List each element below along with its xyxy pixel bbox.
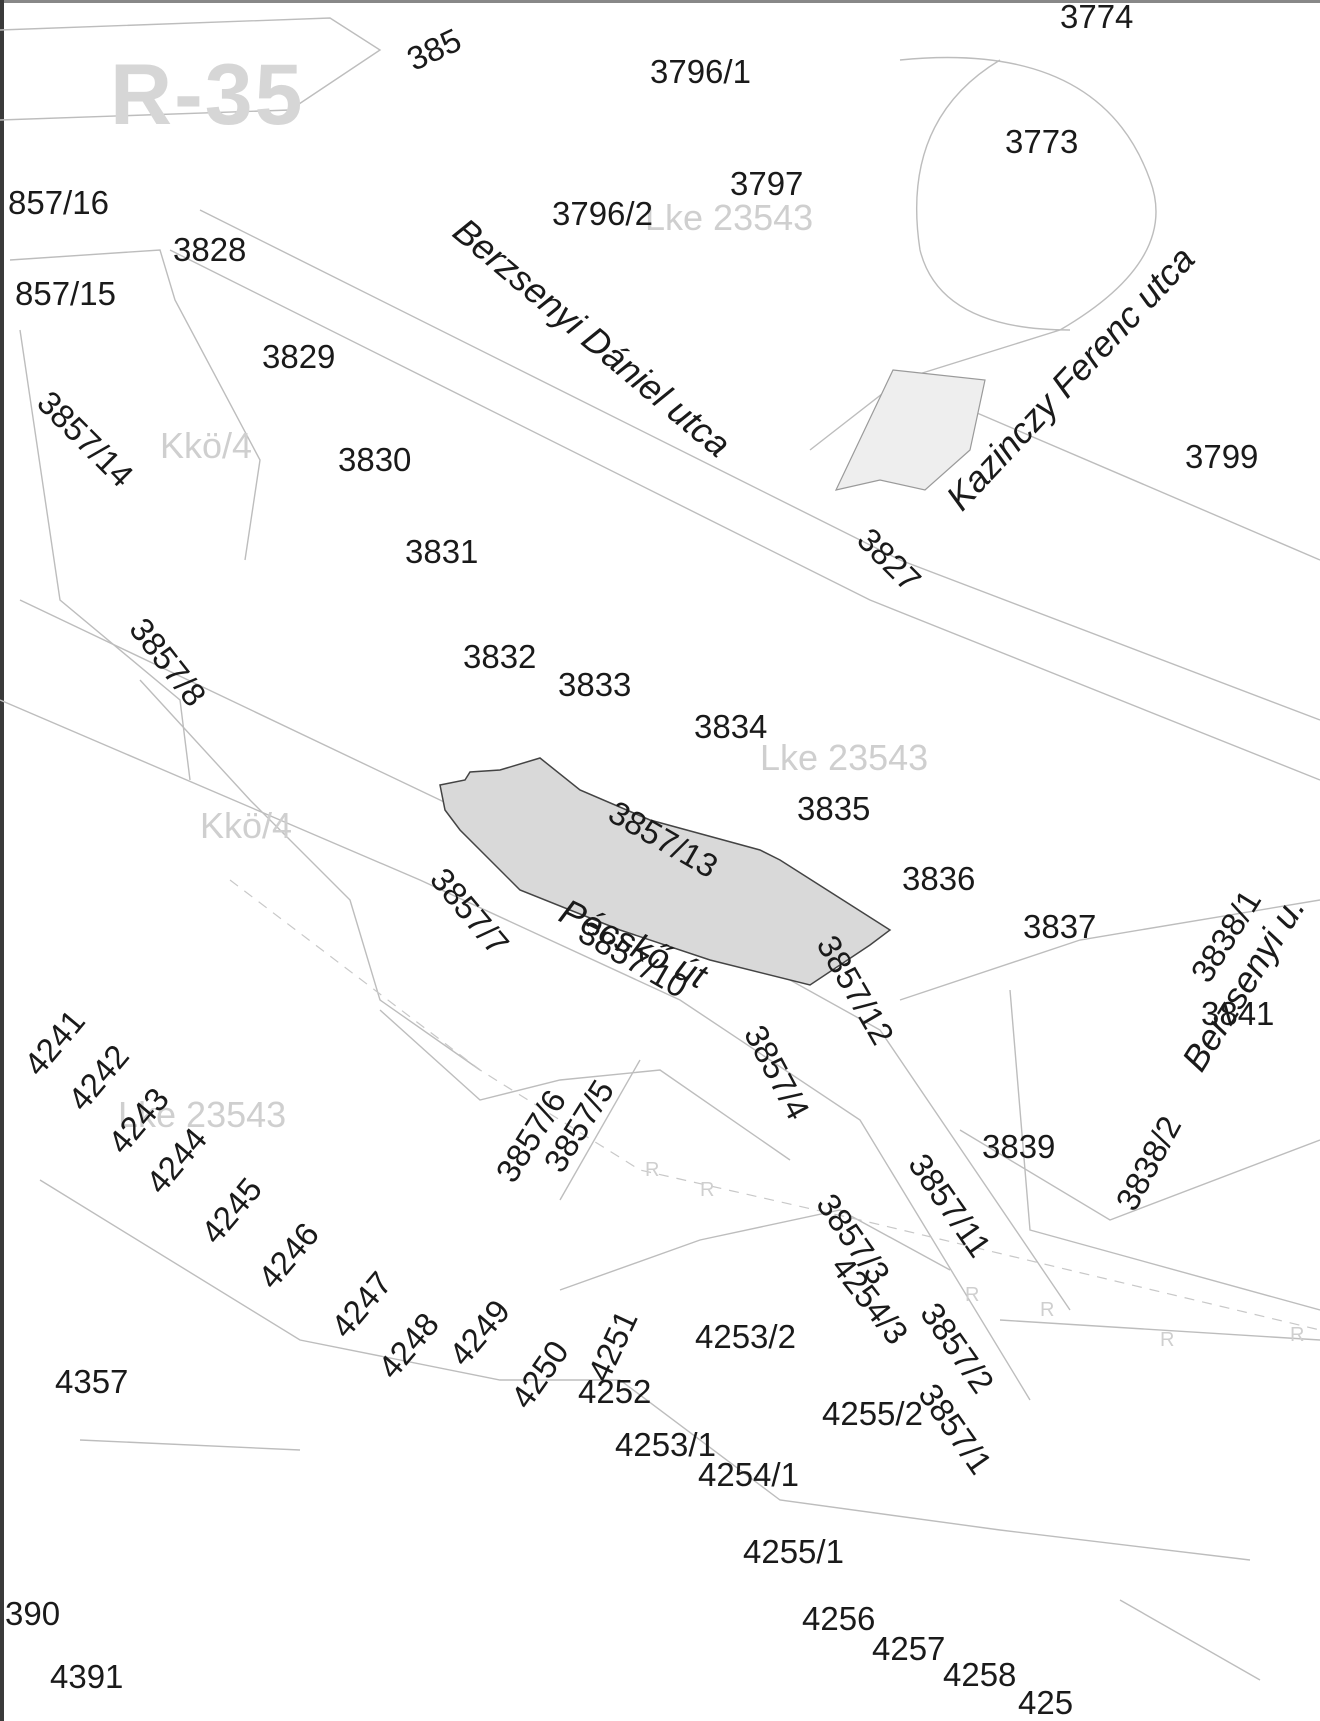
left-border (0, 0, 4, 1721)
parcel-number: 4391 (50, 1658, 124, 1695)
parcel-number: 3839 (982, 1128, 1056, 1165)
parcel-number: 3835 (797, 790, 871, 827)
parcel-number: 4256 (802, 1600, 876, 1637)
parcel-number: 3834 (694, 708, 768, 745)
parcel-number: 4254/1 (698, 1456, 799, 1493)
parcel-number: 4257 (872, 1630, 946, 1667)
parcel-number: 3799 (1185, 438, 1259, 475)
parcel-number: 3796/1 (650, 53, 751, 90)
parcel-number: 390 (5, 1595, 61, 1632)
parcel-number: 3841 (1201, 995, 1275, 1032)
parcel-number: 3837 (1023, 908, 1097, 945)
zone-label: R-35 (110, 47, 305, 143)
zoning-label: Kkö/4 (200, 805, 293, 846)
parcel-number: 425 (1018, 1684, 1074, 1721)
parcel-number: 3774 (1060, 0, 1134, 35)
parcel-number: 857/16 (8, 184, 109, 221)
route-marker: R (645, 1159, 660, 1181)
parcel-number: 857/15 (15, 275, 116, 312)
route-marker: R (965, 1284, 980, 1306)
zoning-label: Lke 23543 (760, 737, 929, 778)
parcel-number: 4255/2 (822, 1395, 923, 1432)
zoning-label: Kkö/4 (160, 425, 253, 466)
parcel-number: 3833 (558, 666, 632, 703)
parcel-number: 4252 (578, 1373, 652, 1410)
parcel-number: 3797 (730, 165, 804, 202)
route-marker: R (1290, 1324, 1305, 1346)
zoning-label: Lke 23543 (645, 197, 814, 238)
parcel-number: 3831 (405, 533, 479, 570)
parcel-number: 4253/2 (695, 1318, 796, 1355)
parcel-number: 4253/1 (615, 1426, 716, 1463)
parcel-number: 4357 (55, 1363, 129, 1400)
parcel-number: 4258 (943, 1656, 1017, 1693)
top-border (0, 0, 1320, 3)
route-marker: R (1160, 1329, 1175, 1351)
parcel-number: 4255/1 (743, 1533, 844, 1570)
parcel-number: 3773 (1005, 123, 1079, 160)
route-marker: R (1040, 1299, 1055, 1321)
parcel-number: 3829 (262, 338, 336, 375)
route-marker: R (700, 1179, 715, 1201)
parcel-number: 3828 (173, 231, 247, 268)
parcel-number: 3832 (463, 638, 537, 675)
parcel-number: 3836 (902, 860, 976, 897)
parcel-number: 3830 (338, 441, 412, 478)
zoning-label: Lke 23543 (118, 1094, 287, 1135)
parcel-number: 3796/2 (552, 195, 653, 232)
